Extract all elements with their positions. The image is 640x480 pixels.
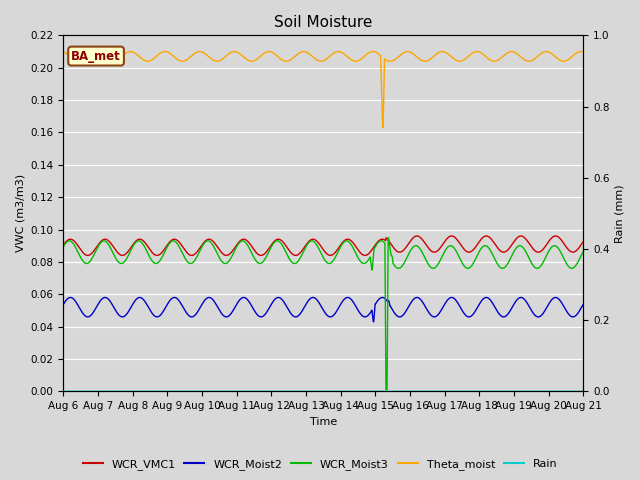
Y-axis label: Rain (mm): Rain (mm): [615, 184, 625, 243]
Title: Soil Moisture: Soil Moisture: [274, 15, 372, 30]
Y-axis label: VWC (m3/m3): VWC (m3/m3): [15, 174, 25, 252]
Legend: WCR_VMC1, WCR_Moist2, WCR_Moist3, Theta_moist, Rain: WCR_VMC1, WCR_Moist2, WCR_Moist3, Theta_…: [78, 455, 562, 474]
X-axis label: Time: Time: [310, 417, 337, 427]
Text: BA_met: BA_met: [71, 49, 121, 62]
